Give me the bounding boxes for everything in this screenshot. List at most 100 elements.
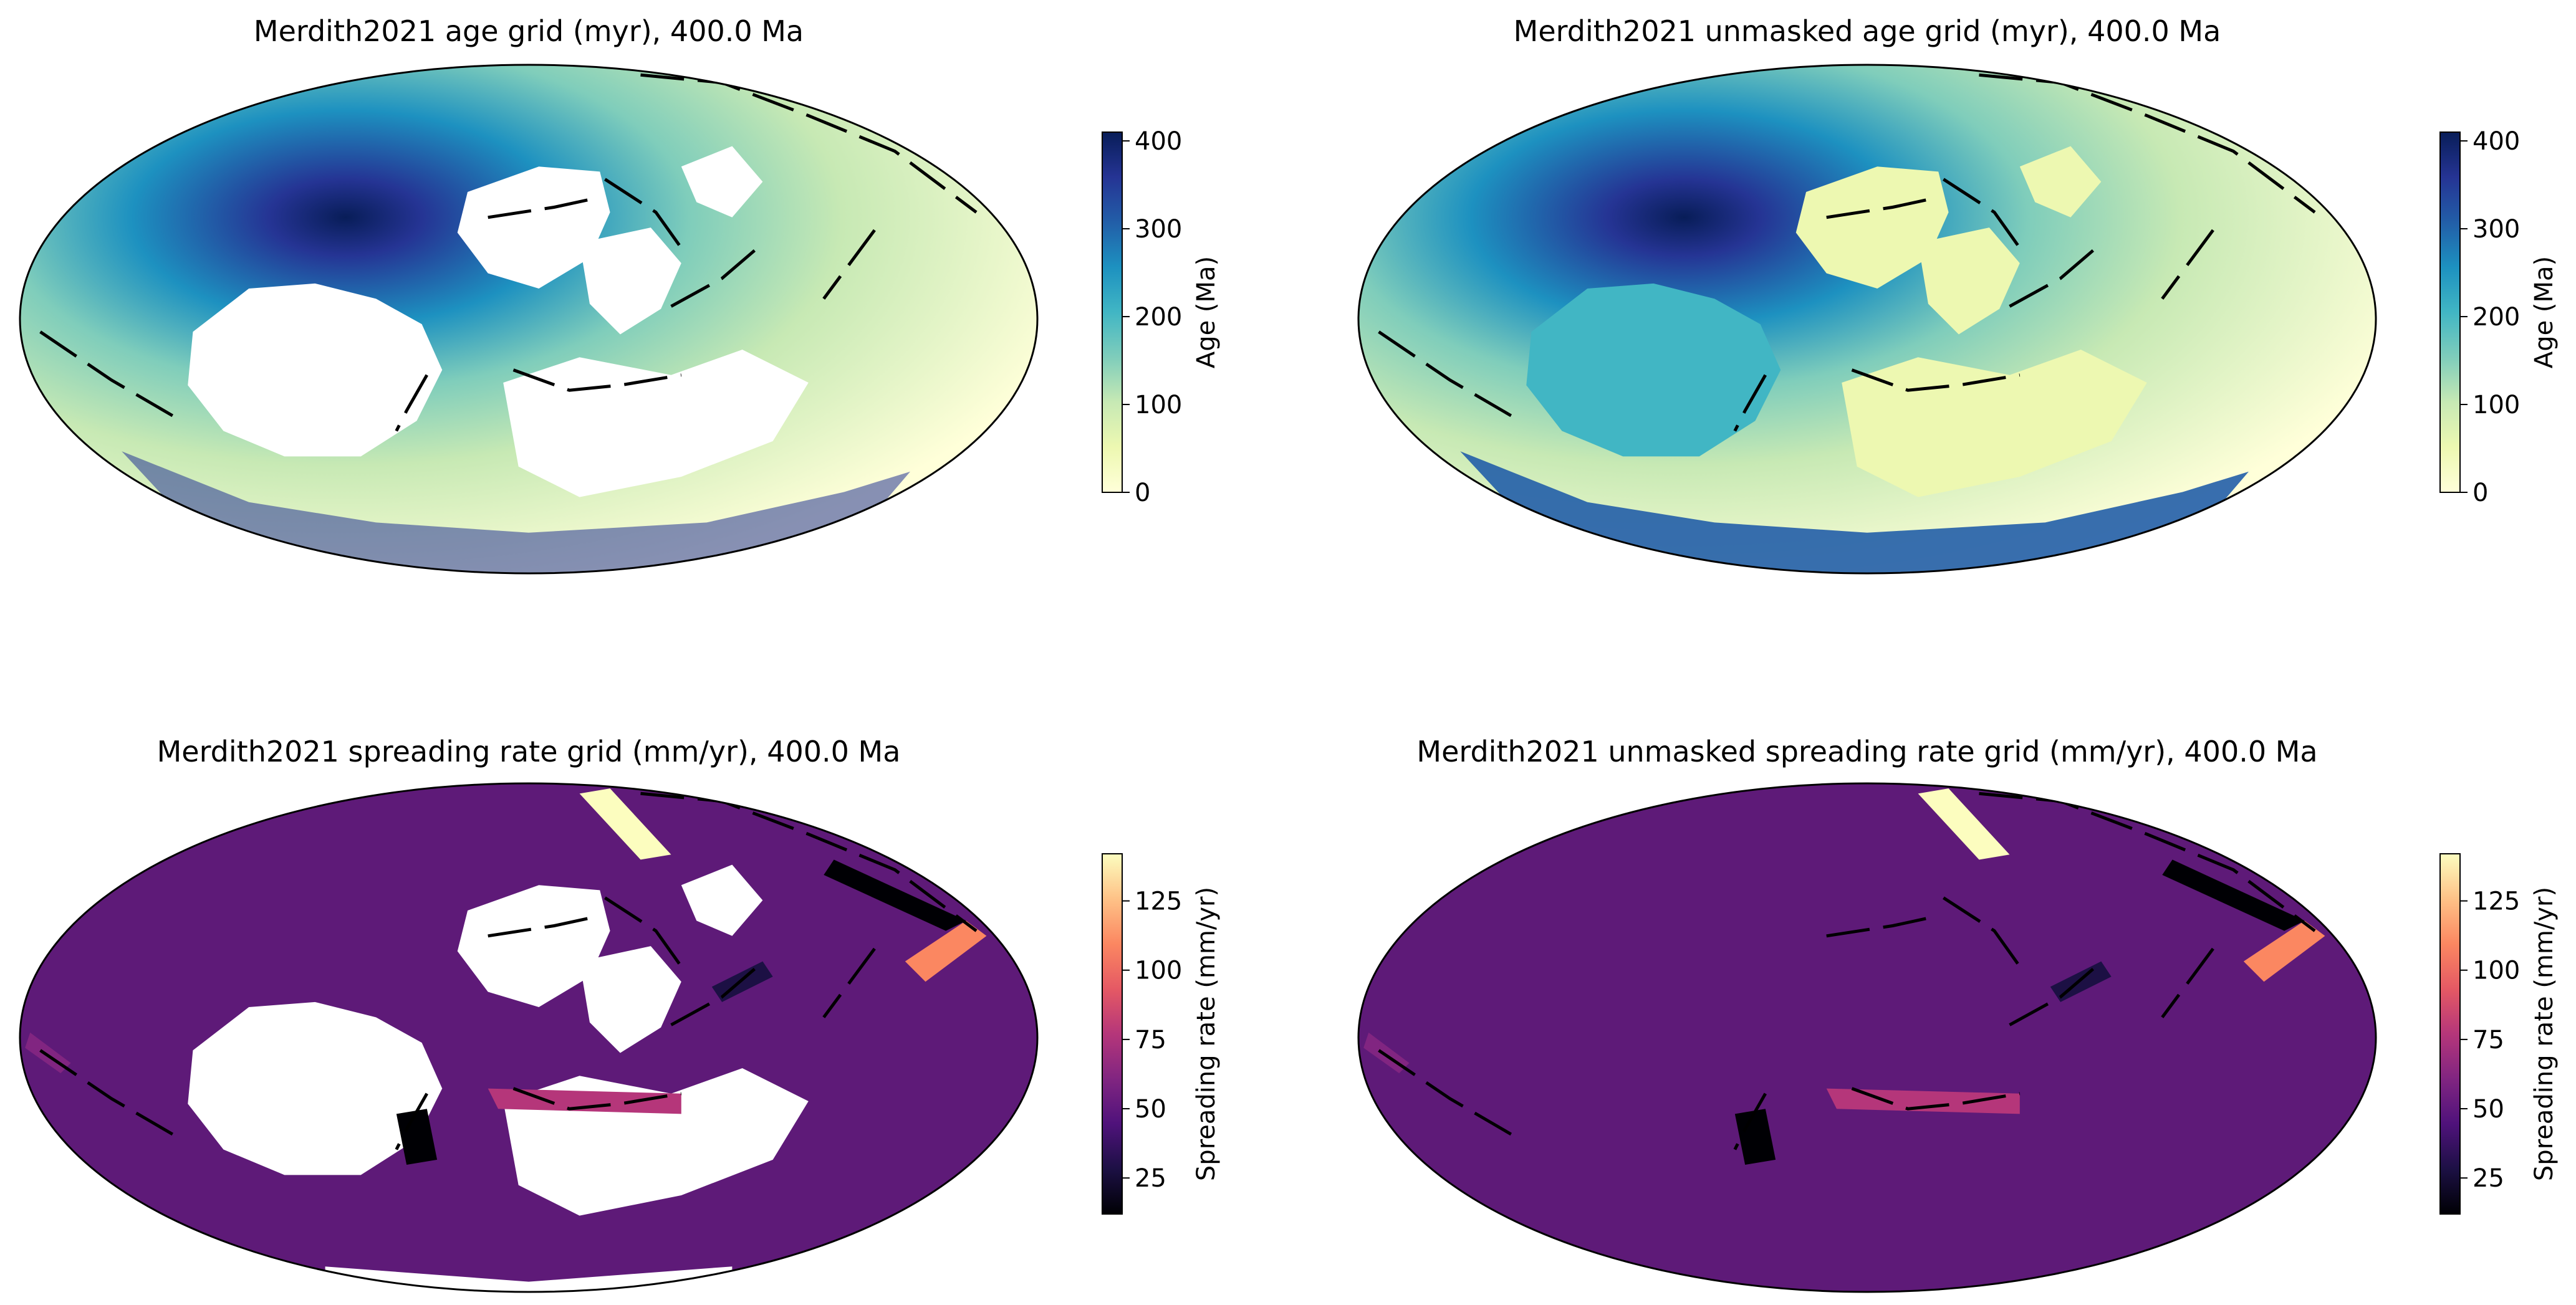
plate-boundary (1943, 896, 2021, 968)
map-outline (1357, 782, 2377, 1293)
continent-mask (188, 283, 443, 457)
plate-boundary (604, 896, 683, 968)
plate-boundary (512, 1087, 682, 1111)
colorbar-gradient (1102, 131, 1123, 493)
colorbar-tick-label: 125 (2473, 887, 2520, 916)
ridge-rate-patch (396, 1109, 438, 1165)
ridge-rate-patch (1918, 788, 2010, 860)
ridge-rate-patch (824, 859, 966, 931)
colorbar-label: Spreading rate (mm/yr) (1192, 887, 1221, 1181)
plate-boundary (670, 965, 759, 1026)
ridge-rate-patch (488, 1088, 681, 1114)
ridge-rate-patch (1826, 1088, 2020, 1114)
plate-boundary (1733, 1092, 1767, 1150)
continental-age-region (1842, 349, 2147, 497)
continental-age-region (1795, 166, 1949, 289)
continent-mask (681, 146, 763, 218)
map-rate-unmasked (1357, 782, 2377, 1293)
panel-rate-unmasked: Merdith2021 unmasked spreading rate grid… (1357, 735, 2559, 1293)
colorbar-tick-label: 400 (1135, 127, 1182, 156)
panel-title: Merdith2021 age grid (myr), 400.0 Ma (254, 14, 804, 48)
panel-rate-masked: Merdith2021 spreading rate grid (mm/yr),… (19, 735, 1221, 1293)
colorbar-tick-label: 100 (1135, 957, 1182, 985)
plate-boundary (604, 178, 683, 249)
colorbar-gradient (2439, 853, 2461, 1215)
plate-boundary (1826, 198, 1929, 219)
plate-boundary (39, 330, 174, 418)
colorbar-tick-label: 50 (1135, 1095, 1166, 1124)
colorbar-tick-label: 100 (1135, 391, 1182, 419)
colorbar-tick-label: 125 (1135, 887, 1182, 916)
ridge-rate-patch (579, 788, 671, 860)
continent-mask (325, 1266, 733, 1292)
plate-boundary (1378, 330, 1512, 418)
plate-boundary (640, 791, 978, 932)
colorbar-gradient (1102, 853, 1123, 1215)
continent-mask (579, 946, 681, 1053)
plate-boundary (1979, 791, 2316, 932)
colorbar-tick-label: 300 (1135, 215, 1182, 244)
colorbar-tick-label: 400 (2473, 127, 2520, 156)
plate-boundary (39, 1049, 174, 1136)
colorbar-label: Age (Ma) (1192, 256, 1221, 368)
continent-mask (681, 864, 763, 936)
plate-boundary (488, 198, 590, 219)
plate-boundary (1378, 1049, 1512, 1136)
plate-boundary (670, 246, 759, 308)
colorbar-gradient (2439, 131, 2461, 493)
colorbar-tick-label: 200 (1135, 303, 1182, 332)
continental-age-region (1526, 283, 1781, 457)
plate-boundary (2009, 965, 2097, 1026)
map-age-masked (19, 64, 1039, 575)
colorbar-label: Spreading rate (mm/yr) (2530, 887, 2559, 1181)
plate-boundary (1943, 178, 2021, 249)
panel-age-masked: Merdith2021 age grid (myr), 400.0 Ma 0 10… (19, 14, 1221, 575)
rate-field (20, 783, 1037, 1292)
plate-boundary (395, 1092, 428, 1150)
plate-boundary (822, 947, 876, 1018)
plate-boundary (1826, 916, 1929, 938)
plate-boundary (488, 916, 590, 938)
colorbar-rate-unmasked: 25 50 75 100 125 Spreading rate (mm/yr) (2439, 853, 2559, 1215)
colorbar-tick-label: 25 (2473, 1164, 2504, 1193)
map-rate-masked (19, 782, 1039, 1293)
plate-boundary (1733, 374, 1767, 432)
plate-boundary (1979, 73, 2316, 214)
map-outline (19, 782, 1039, 1293)
continent-mask (503, 349, 809, 497)
panel-title: Merdith2021 unmasked age grid (myr), 400… (1514, 14, 2221, 48)
map-outline (19, 64, 1039, 575)
plate-boundary (1851, 368, 2021, 392)
plate-boundary (1851, 1087, 2021, 1111)
ridge-rate-patch (2243, 920, 2325, 982)
colorbar-tick-label: 100 (2473, 957, 2520, 985)
rate-field (1358, 783, 2376, 1292)
colorbar-tick-label: 25 (1135, 1164, 1166, 1193)
colorbar-age-unmasked: 0 100 200 300 400 Age (Ma) (2439, 127, 2559, 507)
ridge-rate-patch (905, 920, 987, 982)
ridge-rate-patch (2162, 859, 2305, 931)
map-outline (1357, 64, 2377, 575)
continental-age-region (1918, 227, 2020, 335)
plate-boundary (2161, 229, 2214, 300)
colorbar-tick-label: 300 (2473, 215, 2520, 244)
plate-boundary (822, 229, 876, 300)
plate-boundary (395, 374, 428, 432)
plate-boundary (2161, 947, 2214, 1018)
continent-mask (457, 885, 610, 1008)
continental-age-region (2019, 146, 2102, 218)
colorbar-tick-label: 0 (2473, 479, 2488, 507)
colorbar-age-masked: 0 100 200 300 400 Age (Ma) (1102, 127, 1221, 507)
ridge-rate-patch (1734, 1109, 1776, 1165)
colorbar-rate-masked: 25 50 75 100 125 Spreading rate (mm/yr) (1102, 853, 1221, 1215)
colorbar-tick-label: 50 (2473, 1095, 2504, 1124)
map-age-unmasked (1357, 64, 2377, 575)
panel-title: Merdith2021 spreading rate grid (mm/yr),… (157, 735, 901, 768)
colorbar-tick-label: 75 (1135, 1026, 1166, 1054)
plate-boundary (640, 73, 978, 214)
continent-mask (579, 227, 681, 335)
panel-title: Merdith2021 unmasked spreading rate grid… (1416, 735, 2317, 768)
panel-age-unmasked: Merdith2021 unmasked age grid (myr), 400… (1357, 14, 2559, 575)
colorbar-tick-label: 0 (1135, 479, 1150, 507)
